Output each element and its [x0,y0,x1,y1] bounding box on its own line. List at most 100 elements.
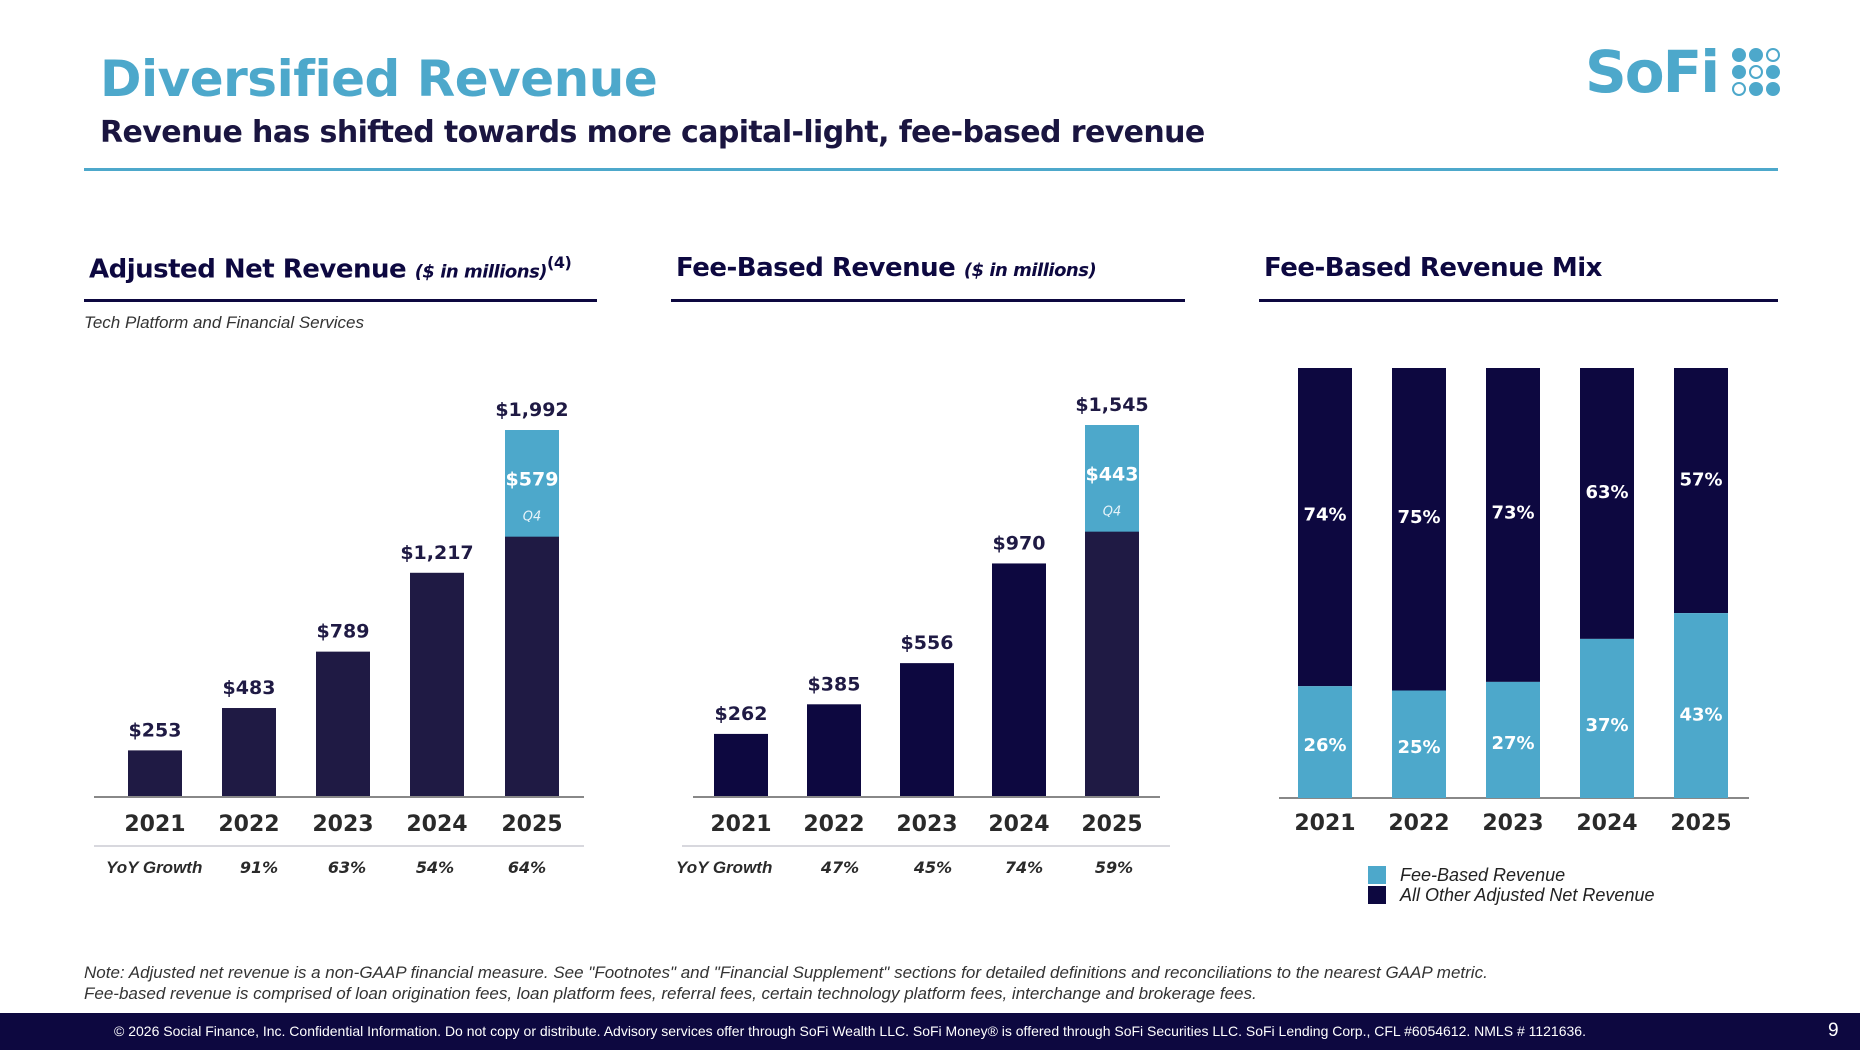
mix-bar-other-2023 [1486,368,1540,682]
mix-bar-other-2025 [1674,368,1728,614]
anr-bar-2021 [128,750,182,797]
mix-other-pct-label: 75% [1397,507,1440,528]
fee-yoy-divider [682,845,1170,847]
legend-swatch-other [1368,886,1386,904]
mix-x-tick-label: 2025 [1670,811,1731,836]
fee-value-label: $970 [993,532,1046,554]
anr-bar-2024 [410,572,464,797]
anr-yoy-label: YoY Growth [106,858,203,877]
fee-x-tick-label: 2024 [988,812,1049,837]
legend-label-other: All Other Adjusted Net Revenue [1400,884,1655,905]
mix-fee-pct-label: 27% [1491,733,1534,754]
anr-q4-value-label: $579 [506,468,559,490]
anr-q4-sublabel: Q4 [523,510,542,525]
footer-bar: © 2026 Social Finance, Inc. Confidential… [0,1013,1860,1050]
mix-other-pct-label: 73% [1491,503,1534,524]
fee-q4-sublabel: Q4 [1103,505,1122,520]
footnote-line-2: Fee-based revenue is comprised of loan o… [84,984,1257,1003]
mix-bar-fee-2024 [1580,638,1634,798]
anr-value-label: $1,217 [400,542,473,564]
anr-x-tick-label: 2022 [218,812,279,837]
fee-x-tick-label: 2023 [896,812,957,837]
mix-panel-title: Fee-Based Revenue Mix [1264,253,1602,283]
mix-bar-other-2024 [1580,368,1634,639]
anr-title-divider [84,299,597,302]
mix-bar-fee-2022 [1392,690,1446,798]
anr-bar-2022 [222,708,276,797]
anr-unit: ($ in millions) [414,261,548,283]
mix-legend: Fee-Based Revenue All Other Adjusted Net… [1368,865,1654,905]
anr-x-tick-label: 2024 [406,812,467,837]
anr-x-tick-label: 2021 [124,812,185,837]
page-subtitle: Revenue has shifted towards more capital… [100,115,1205,150]
legend-item-fee-based: Fee-Based Revenue [1368,865,1654,885]
mix-x-tick-label: 2022 [1388,811,1449,836]
footnote-block: Note: Adjusted net revenue is a non-GAAP… [84,962,1488,1004]
fee-panel-title: Fee-Based Revenue ($ in millions) [676,253,1097,283]
anr-value-label: $253 [129,719,182,741]
anr-bar-q4-segment [505,430,559,537]
mix-other-pct-label: 63% [1585,482,1628,503]
anr-footnote-ref: (4) [547,253,572,272]
fee-value-label: $385 [808,673,861,695]
fee-bar-2023 [900,663,954,797]
sofi-logo: SoFi [1585,38,1781,106]
fee-title-text: Fee-Based Revenue [676,253,956,283]
fee-yoy-value: 45% [913,858,952,877]
mix-x-tick-label: 2024 [1576,811,1637,836]
mix-title-divider [1259,299,1778,302]
anr-yoy-divider [94,845,584,847]
mix-bar-other-2021 [1298,368,1352,687]
anr-panel-title: Adjusted Net Revenue ($ in millions)(4) [89,253,572,285]
mix-bar-fee-2025 [1674,613,1728,798]
fee-bar-2021 [714,733,768,797]
mix-bar-fee-2021 [1298,686,1352,798]
fee-yoy-value: 47% [820,858,859,877]
mix-fee-pct-label: 43% [1679,704,1722,725]
legend-swatch-fee [1368,866,1386,884]
anr-bar-2023 [316,651,370,797]
anr-x-tick-label: 2025 [501,812,562,837]
anr-x-tick-label: 2023 [312,812,373,837]
mix-other-pct-label: 74% [1303,505,1346,526]
fee-unit: ($ in millions) [963,260,1097,281]
mix-fee-pct-label: 37% [1585,715,1628,736]
fee-yoy-value: 74% [1005,858,1043,877]
footer-legal-text: © 2026 Social Finance, Inc. Confidential… [114,1023,1586,1039]
mix-fee-pct-label: 26% [1303,735,1346,756]
mix-x-tick-label: 2021 [1294,811,1355,836]
sofi-dot-grid-icon [1732,48,1781,96]
mix-x-tick-label: 2023 [1482,811,1543,836]
legend-item-other: All Other Adjusted Net Revenue [1368,885,1654,905]
anr-value-label: $483 [223,677,276,699]
legend-label-fee: Fee-Based Revenue [1400,864,1566,885]
anr-panel-subtitle: Tech Platform and Financial Services [84,313,365,332]
anr-yoy-value: 63% [328,858,366,877]
page-number: 9 [1828,1020,1839,1041]
anr-yoy-value: 91% [240,858,278,877]
fee-x-tick-label: 2022 [803,812,864,837]
fee-x-tick-label: 2025 [1081,812,1142,837]
logo-wordmark: SoFi [1585,38,1720,106]
fee-bar-q4-segment [1085,425,1139,532]
fee-q4-value-label: $443 [1086,463,1139,485]
anr-value-label: $1,992 [495,399,568,421]
anr-yoy-value: 64% [508,858,546,877]
page-title: Diversified Revenue [100,50,658,108]
fee-yoy-label: YoY Growth [676,858,773,877]
fee-value-label: $556 [901,632,954,654]
fee-value-label: $1,545 [1075,394,1148,416]
header-divider [84,168,1778,171]
fee-bar-2022 [807,704,861,797]
anr-title-text: Adjusted Net Revenue [89,254,407,285]
mix-bar-fee-2023 [1486,681,1540,798]
anr-yoy-value: 54% [416,858,454,877]
fee-yoy-value: 59% [1095,858,1133,877]
mix-fee-pct-label: 25% [1397,737,1440,758]
footnote-line-1: Note: Adjusted net revenue is a non-GAAP… [84,963,1488,982]
fee-x-tick-label: 2021 [710,812,771,837]
mix-other-pct-label: 57% [1679,470,1722,491]
fee-bar-2024 [992,563,1046,797]
anr-value-label: $789 [317,621,370,643]
